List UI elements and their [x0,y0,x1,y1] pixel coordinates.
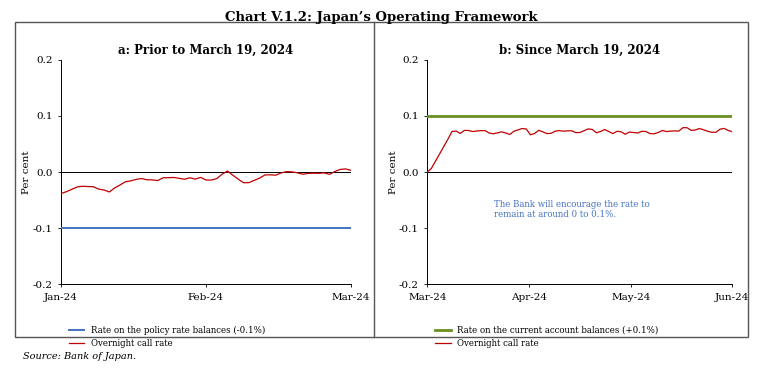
Title: b: Since March 19, 2024: b: Since March 19, 2024 [499,44,661,57]
Title: a: Prior to March 19, 2024: a: Prior to March 19, 2024 [118,44,294,57]
Legend: Rate on the policy rate balances (-0.1%), Overnight call rate: Rate on the policy rate balances (-0.1%)… [66,322,269,352]
Y-axis label: Per cent: Per cent [388,150,398,194]
Legend: Rate on the current account balances (+0.1%), Overnight call rate: Rate on the current account balances (+0… [432,322,662,352]
Text: Chart V.1.2: Japan’s Operating Framework: Chart V.1.2: Japan’s Operating Framework [225,11,538,24]
Y-axis label: Per cent: Per cent [22,150,31,194]
Text: Source: Bank of Japan.: Source: Bank of Japan. [23,352,136,361]
Text: The Bank will encourage the rate to
remain at around 0 to 0.1%.: The Bank will encourage the rate to rema… [494,200,650,220]
